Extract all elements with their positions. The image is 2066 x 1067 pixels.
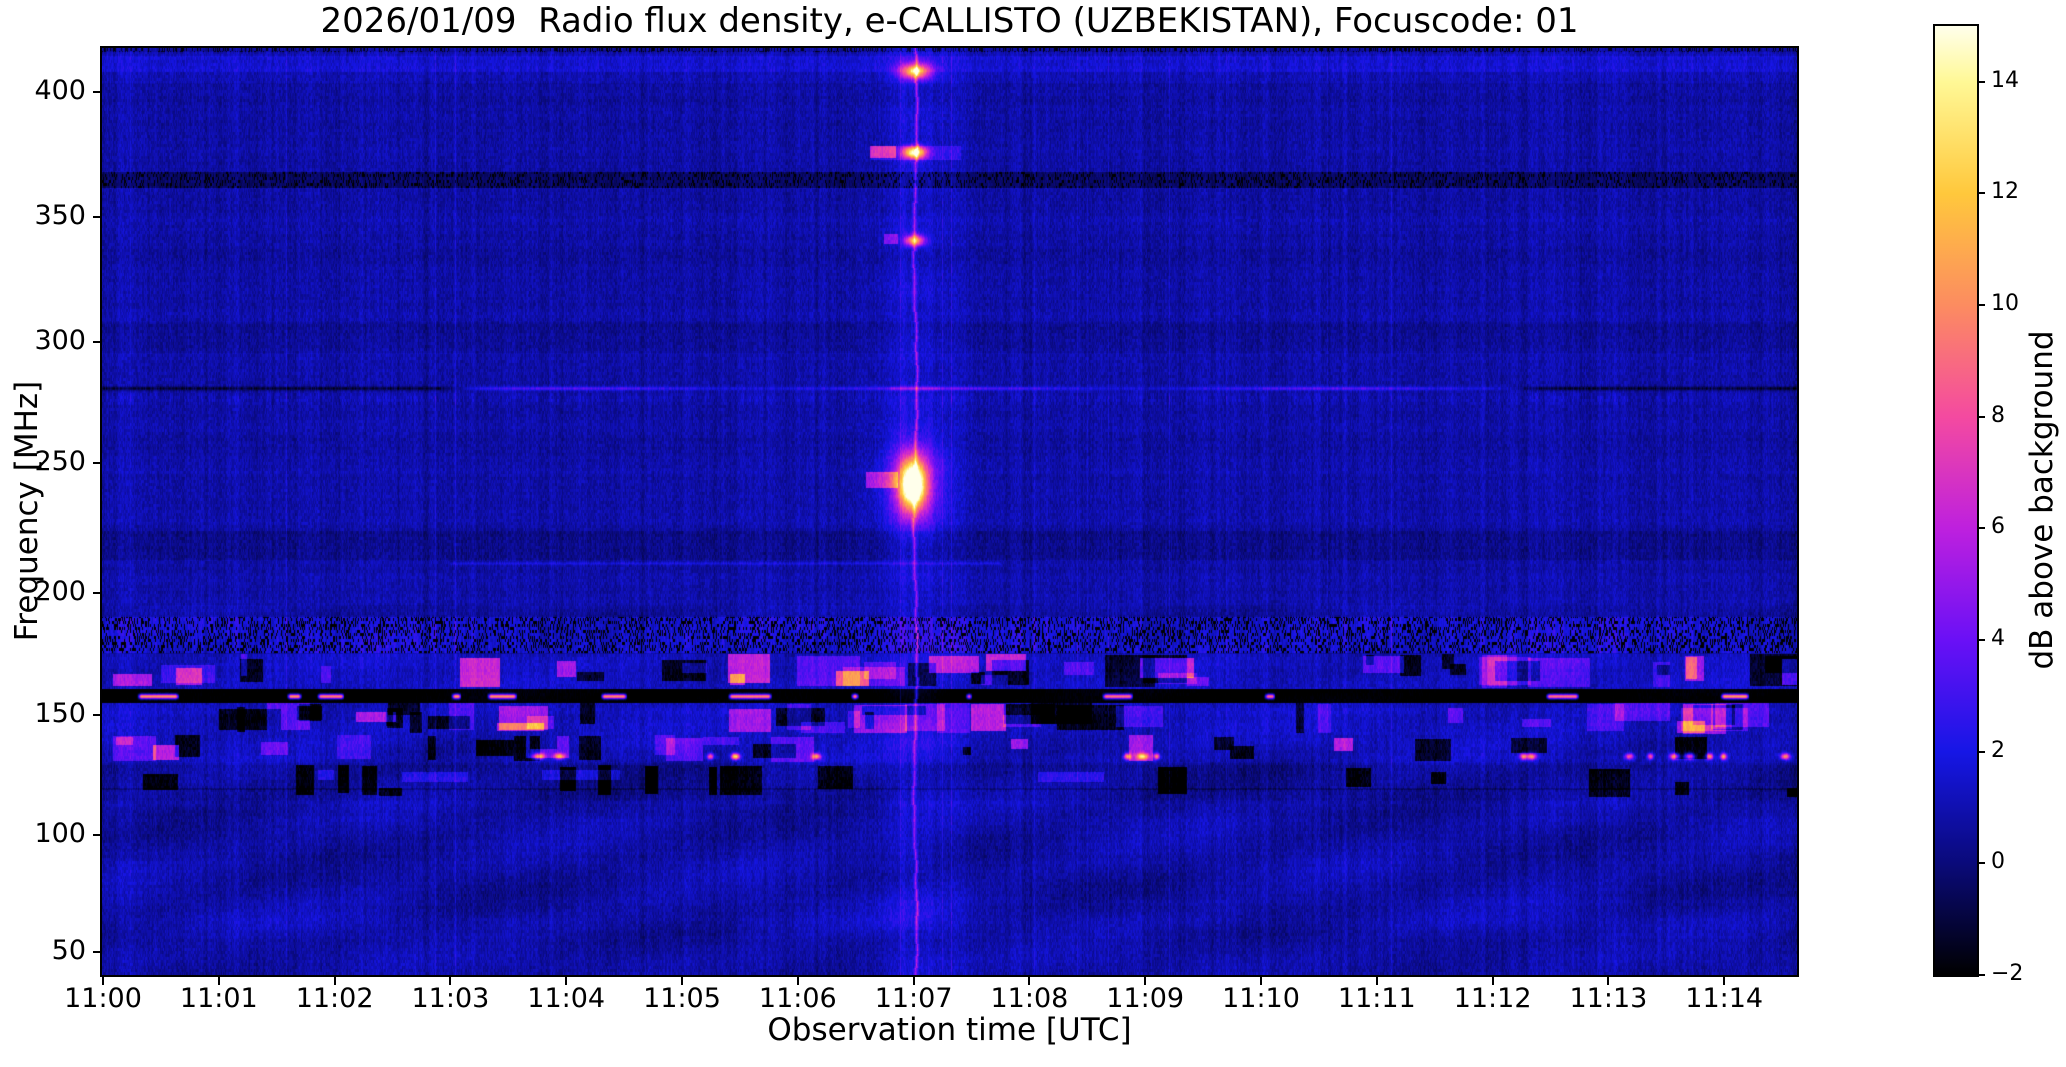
colorbar-tick-mark [1977, 527, 1985, 530]
colorbar-label: dB above background [2024, 330, 2060, 670]
x-tick-label: 11:14 [1685, 983, 1764, 1014]
colorbar-tick-label: 0 [1991, 849, 2005, 875]
colorbar-tick-label: 4 [1991, 626, 2005, 652]
x-tick-mark [1723, 976, 1726, 985]
y-tick-mark [93, 462, 102, 464]
colorbar-border [1933, 24, 1979, 977]
x-tick-label: 11:03 [411, 983, 490, 1014]
y-tick-label: 150 [34, 698, 86, 729]
x-tick-mark [565, 976, 568, 985]
x-tick-mark [102, 976, 104, 985]
x-tick-mark [333, 976, 336, 985]
x-tick-label: 11:08 [990, 983, 1069, 1014]
x-tick-label: 11:09 [1106, 983, 1185, 1014]
x-tick-label: 11:13 [1569, 983, 1648, 1014]
colorbar-tick-mark [1977, 192, 1985, 195]
colorbar-tick-label: −2 [1991, 961, 2024, 986]
colorbar-tick-label: 10 [1991, 291, 2019, 317]
x-tick-mark [1491, 976, 1494, 985]
colorbar-tick-mark [1977, 974, 1985, 976]
colorbar-gradient [1935, 26, 1977, 975]
x-tick-mark [1144, 976, 1147, 985]
colorbar-tick-mark [1977, 750, 1985, 753]
y-tick-label: 50 [51, 935, 86, 966]
colorbar-tick-mark [1977, 80, 1985, 83]
colorbar-tick-label: 8 [1991, 402, 2005, 428]
chart-title: 2026/01/09 Radio flux density, e-CALLIST… [320, 1, 1579, 41]
x-tick-label: 11:01 [179, 983, 258, 1014]
y-tick-mark [93, 341, 102, 343]
x-tick-label: 11:02 [295, 983, 374, 1014]
y-tick-label: 300 [34, 325, 86, 356]
x-tick-label: 11:11 [1337, 983, 1416, 1014]
x-tick-label: 11:04 [527, 983, 606, 1014]
y-tick-label: 350 [34, 200, 86, 231]
x-tick-mark [1028, 976, 1031, 985]
x-tick-mark [796, 976, 799, 985]
x-tick-label: 11:12 [1453, 983, 1532, 1014]
spectrogram-canvas [102, 48, 1797, 975]
y-tick-label: 400 [34, 75, 86, 106]
x-tick-mark [449, 976, 452, 985]
y-tick-mark [93, 91, 102, 93]
y-tick-mark [93, 714, 102, 716]
colorbar-tick-label: 12 [1991, 179, 2019, 205]
colorbar-tick-label: 14 [1991, 67, 2019, 93]
x-tick-mark [681, 976, 683, 985]
y-tick-label: 100 [34, 818, 86, 849]
x-tick-label: 11:10 [1222, 983, 1300, 1014]
y-tick-mark [93, 216, 102, 218]
x-tick-label: 11:05 [643, 983, 721, 1014]
y-tick-label: 200 [34, 576, 86, 607]
x-tick-label: 11:00 [64, 983, 142, 1014]
x-tick-mark [1260, 976, 1262, 985]
x-tick-label: 11:06 [758, 983, 837, 1014]
y-tick-mark [93, 834, 102, 836]
y-tick-label: 250 [34, 446, 86, 477]
colorbar-tick-label: 2 [1991, 737, 2005, 763]
x-tick-label: 11:07 [874, 983, 953, 1014]
colorbar-tick-mark [1977, 862, 1985, 865]
y-tick-mark [93, 951, 102, 953]
colorbar-tick-mark [1977, 415, 1985, 418]
colorbar-tick-mark [1977, 304, 1985, 307]
y-tick-mark [93, 592, 102, 594]
x-axis-label: Observation time [UTC] [767, 1012, 1132, 1048]
colorbar-tick-label: 6 [1991, 514, 2005, 540]
x-tick-mark [217, 976, 220, 985]
x-tick-mark [912, 976, 915, 985]
colorbar-tick-mark [1977, 639, 1985, 642]
x-tick-mark [1375, 976, 1378, 985]
x-tick-mark [1607, 976, 1610, 985]
